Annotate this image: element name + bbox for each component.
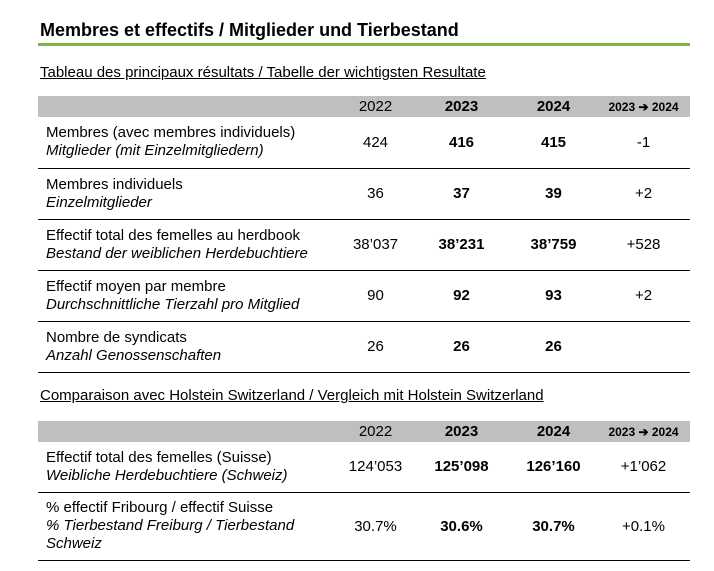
row-label: Membres individuels Einzelmitglieder	[38, 168, 338, 220]
row-label: Membres (avec membres individuels) Mitgli…	[38, 117, 338, 169]
row-label: % effectif Fribourg / effectif Suisse% T…	[38, 492, 338, 561]
header-cell-label	[38, 421, 338, 442]
label-fr: % effectif Fribourg / effectif Suisse	[46, 499, 274, 516]
table-row: Effectif total des femelles au herdbook B…	[38, 219, 690, 271]
table-row: Membres individuels Einzelmitglieder 36 3…	[38, 168, 690, 220]
table-header-row: 2022 2023 2024 2023 ➔ 2024	[38, 421, 690, 442]
label-fr: Membres individuels	[46, 175, 183, 193]
value-2023: 92	[413, 270, 510, 322]
label-de: Mitglieder (mit Einzelmitgliedern)	[46, 142, 264, 160]
page-title: Membres et effectifs / Mitglieder und Ti…	[40, 20, 459, 40]
row-label: Effectif moyen par membre Durchschnittlic…	[38, 270, 338, 322]
value-2024: 415	[510, 117, 597, 169]
header-cell-2023: 2023	[413, 421, 510, 442]
value-change: +2	[597, 168, 690, 220]
value-2024: 38’759	[510, 219, 597, 271]
value-2023: 30.6%	[413, 492, 510, 561]
label-de: Bestand der weiblichen Herdebuchtiere	[46, 244, 308, 262]
value-2023: 416	[413, 117, 510, 169]
value-2023: 37	[413, 168, 510, 220]
value-2022: 26	[338, 321, 413, 373]
row-label: Nombre de syndicats Anzahl Genossenschaft…	[38, 321, 338, 373]
title-divider	[38, 43, 690, 46]
label-fr: Effectif total des femelles au herdbook	[46, 226, 301, 244]
header-cell-2024: 2024	[510, 96, 597, 117]
header-cell-label	[38, 96, 338, 117]
table-header-row: 2022 2023 2024 2023 ➔ 2024	[38, 96, 690, 117]
header-cell-2023: 2023	[413, 96, 510, 117]
table-row: % effectif Fribourg / effectif Suisse% T…	[38, 492, 690, 561]
value-2022: 38’037	[338, 219, 413, 271]
label-de: Einzelmitglieder	[46, 193, 152, 211]
label-fr: Nombre de syndicats	[46, 328, 187, 346]
value-2024: 30.7%	[510, 492, 597, 561]
value-change: +2	[597, 270, 690, 322]
value-change: -1	[597, 117, 690, 169]
value-2022: 124’053	[338, 442, 413, 493]
header-cell-change: 2023 ➔ 2024	[597, 421, 690, 442]
value-2022: 90	[338, 270, 413, 322]
value-2024: 26	[510, 321, 597, 373]
value-change: +0.1%	[597, 492, 690, 561]
label-fr: Membres (avec membres individuels)	[46, 124, 296, 142]
header-cell-2024: 2024	[510, 421, 597, 442]
row-label: Effectif total des femelles (Suisse) Weib…	[38, 442, 338, 493]
table-row: Nombre de syndicats Anzahl Genossenschaft…	[38, 321, 690, 373]
value-change: +1’062	[597, 442, 690, 493]
label-fr: Effectif moyen par membre	[46, 277, 226, 295]
value-2022: 36	[338, 168, 413, 220]
value-2023: 26	[413, 321, 510, 373]
value-2022: 30.7%	[338, 492, 413, 561]
section-heading-results: Tableau des principaux résultats / Tabel…	[40, 64, 486, 81]
results-table: 2022 2023 2024 2023 ➔ 2024 Membres (avec…	[38, 96, 690, 373]
value-change	[597, 321, 690, 373]
label-fr: Effectif total des femelles (Suisse)	[46, 448, 272, 466]
row-label: Effectif total des femelles au herdbook B…	[38, 219, 338, 271]
comparison-table: 2022 2023 2024 2023 ➔ 2024 Effectif tota…	[38, 421, 690, 561]
value-2024: 39	[510, 168, 597, 220]
value-2022: 424	[338, 117, 413, 169]
table-row: Effectif total des femelles (Suisse) Weib…	[38, 442, 690, 493]
label-de: Weibliche Herdebuchtiere (Schweiz)	[46, 466, 288, 484]
value-2023: 125’098	[413, 442, 510, 493]
table-row: Effectif moyen par membre Durchschnittlic…	[38, 270, 690, 322]
label-de: Anzahl Genossenschaften	[46, 346, 222, 364]
header-cell-2022: 2022	[338, 96, 413, 117]
value-2024: 93	[510, 270, 597, 322]
table-row: Membres (avec membres individuels) Mitgli…	[38, 117, 690, 169]
value-2024: 126’160	[510, 442, 597, 493]
header-cell-change: 2023 ➔ 2024	[597, 96, 690, 117]
value-change: +528	[597, 219, 690, 271]
value-2023: 38’231	[413, 219, 510, 271]
section-heading-comparison: Comparaison avec Holstein Switzerland / …	[40, 387, 544, 404]
label-de: % Tierbestand Freiburg / Tierbestand Sch…	[46, 517, 295, 552]
label-de: Durchschnittliche Tierzahl pro Mitglied	[46, 295, 300, 313]
header-cell-2022: 2022	[338, 421, 413, 442]
